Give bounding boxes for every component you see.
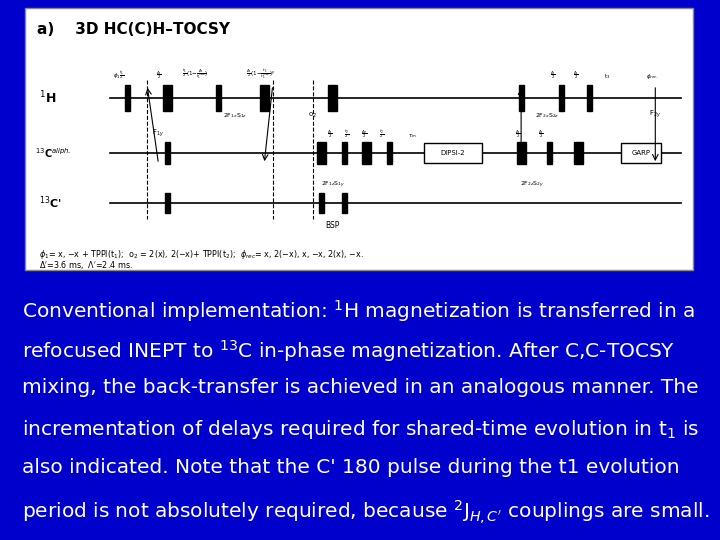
Text: $\frac{\Delta\prime}{2}(1{-}\frac{t_1}{t_1^{max}})^y$: $\frac{\Delta\prime}{2}(1{-}\frac{t_1}{t… bbox=[246, 68, 276, 81]
Text: $\frac{\Delta\prime}{2}$: $\frac{\Delta\prime}{2}$ bbox=[549, 69, 555, 81]
Text: refocused INEPT to $^{13}$C in-phase magnetization. After C,C-TOCSY: refocused INEPT to $^{13}$C in-phase mag… bbox=[22, 338, 675, 364]
Bar bbox=[328, 85, 337, 111]
Text: $\frac{\Delta\prime}{2}$: $\frac{\Delta\prime}{2}$ bbox=[539, 129, 544, 140]
Text: $\frac{t_2}{2}$: $\frac{t_2}{2}$ bbox=[379, 128, 384, 140]
Text: GARP: GARP bbox=[631, 150, 651, 156]
Text: $^{13}$C': $^{13}$C' bbox=[39, 195, 62, 211]
Text: $\frac{\Delta\prime}{2}$: $\frac{\Delta\prime}{2}$ bbox=[156, 69, 161, 81]
Text: $\phi_1\frac{t_1}{2}$: $\phi_1\frac{t_1}{2}$ bbox=[113, 69, 125, 81]
Text: incrementation of delays required for shared-time evolution in t$_1$ is: incrementation of delays required for sh… bbox=[22, 418, 699, 441]
Text: 2F$_{2z}$S$_{2y}$: 2F$_{2z}$S$_{2y}$ bbox=[521, 180, 545, 190]
Text: mixing, the back-transfer is achieved in an analogous manner. The: mixing, the back-transfer is achieved in… bbox=[22, 378, 698, 397]
Bar bbox=[25, 8, 693, 270]
Text: DIPSI-2: DIPSI-2 bbox=[441, 150, 465, 156]
Text: 2F$_{1x}$S$_{1z}$: 2F$_{1x}$S$_{1z}$ bbox=[223, 111, 248, 119]
Bar bbox=[559, 85, 564, 111]
Text: $\frac{\Delta\prime}{2}$: $\frac{\Delta\prime}{2}$ bbox=[516, 129, 521, 140]
Bar bbox=[317, 142, 325, 164]
Text: F$_{1y}$: F$_{1y}$ bbox=[153, 127, 165, 139]
Text: $\phi_{rec.}$: $\phi_{rec.}$ bbox=[646, 72, 659, 81]
Text: period is not absolutely required, because $^2$J$_{H,C'}$ couplings are small.: period is not absolutely required, becau… bbox=[22, 498, 709, 526]
Bar bbox=[362, 142, 372, 164]
Text: $\phi_1$= x, $-$x + TPPI(t$_1$);  o$_2$ = 2(x), 2($-$x)+ TPPI(t$_2$);  $\phi_{re: $\phi_1$= x, $-$x + TPPI(t$_1$); o$_2$ =… bbox=[39, 248, 364, 261]
Text: BSP: BSP bbox=[325, 221, 340, 230]
Text: o$_2$: o$_2$ bbox=[308, 110, 318, 119]
Bar bbox=[163, 85, 171, 111]
Text: $\tau_m$: $\tau_m$ bbox=[408, 132, 417, 140]
Text: $\Delta'$=3.6 ms,  $\Lambda'$=2.4 ms.: $\Delta'$=3.6 ms, $\Lambda'$=2.4 ms. bbox=[39, 259, 133, 271]
Text: $\frac{\Delta\prime}{2}$: $\frac{\Delta\prime}{2}$ bbox=[327, 129, 333, 140]
Text: 2F$_{2x}$S$_{2z}$: 2F$_{2x}$S$_{2z}$ bbox=[535, 111, 559, 119]
Bar bbox=[587, 85, 592, 111]
Bar bbox=[517, 142, 526, 164]
Bar bbox=[387, 142, 392, 164]
Bar bbox=[319, 193, 324, 213]
Text: also indicated. Note that the C' 180 pulse during the t1 evolution: also indicated. Note that the C' 180 pul… bbox=[22, 458, 680, 477]
Text: $\frac{\Delta\prime\prime}{2}$: $\frac{\Delta\prime\prime}{2}$ bbox=[361, 129, 367, 140]
Text: $^1$H: $^1$H bbox=[39, 90, 56, 106]
Text: t$_3$: t$_3$ bbox=[603, 72, 610, 81]
Text: $\frac{t_2}{2}$: $\frac{t_2}{2}$ bbox=[344, 128, 350, 140]
Bar bbox=[518, 85, 523, 111]
Text: $\frac{t_1}{2}(1{-}\frac{\Delta\prime}{t_1^{max}})$: $\frac{t_1}{2}(1{-}\frac{\Delta\prime}{t… bbox=[182, 68, 209, 81]
Text: $\frac{\Delta\prime}{2}$: $\frac{\Delta\prime}{2}$ bbox=[572, 69, 578, 81]
Bar bbox=[165, 142, 170, 164]
Bar bbox=[621, 143, 661, 163]
Bar bbox=[547, 142, 552, 164]
Text: F$_{2y}$: F$_{2y}$ bbox=[649, 108, 662, 119]
Text: 2F$_{1z}$S$_{1y}$: 2F$_{1z}$S$_{1y}$ bbox=[320, 180, 345, 190]
Bar bbox=[341, 142, 346, 164]
Bar bbox=[216, 85, 221, 111]
Bar bbox=[165, 193, 170, 213]
Bar bbox=[125, 85, 130, 111]
Bar bbox=[341, 193, 346, 213]
Bar bbox=[574, 142, 582, 164]
Text: Conventional implementation: $^1$H magnetization is transferred in a: Conventional implementation: $^1$H magne… bbox=[22, 298, 695, 324]
Text: a)    3D HC(C)H–TOCSY: a) 3D HC(C)H–TOCSY bbox=[37, 22, 230, 37]
Bar bbox=[260, 85, 269, 111]
Text: $^{13}$C$^{aliph.}$: $^{13}$C$^{aliph.}$ bbox=[35, 146, 71, 160]
Bar bbox=[423, 143, 482, 163]
